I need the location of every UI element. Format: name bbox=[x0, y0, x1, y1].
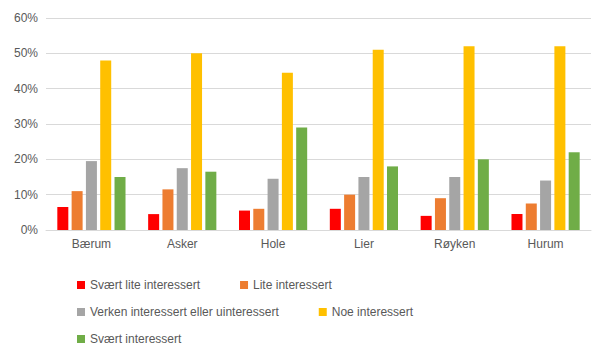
svg-text:Asker: Asker bbox=[167, 237, 198, 251]
svg-text:Svært lite interessert: Svært lite interessert bbox=[90, 278, 201, 292]
svg-text:Bærum: Bærum bbox=[72, 237, 111, 251]
svg-text:Noe interessert: Noe interessert bbox=[332, 305, 414, 319]
svg-text:Svært interessert: Svært interessert bbox=[90, 332, 182, 346]
svg-text:40%: 40% bbox=[14, 82, 38, 96]
svg-text:0%: 0% bbox=[21, 223, 39, 237]
svg-text:Lier: Lier bbox=[354, 237, 374, 251]
svg-text:10%: 10% bbox=[14, 188, 38, 202]
svg-text:30%: 30% bbox=[14, 117, 38, 131]
svg-text:Hole: Hole bbox=[261, 237, 286, 251]
svg-text:Røyken: Røyken bbox=[434, 237, 475, 251]
svg-text:Hurum: Hurum bbox=[528, 237, 564, 251]
svg-text:Lite interessert: Lite interessert bbox=[253, 278, 332, 292]
svg-text:Verken interessert eller uinte: Verken interessert eller uinteressert bbox=[90, 305, 279, 319]
svg-text:60%: 60% bbox=[14, 11, 38, 25]
svg-text:50%: 50% bbox=[14, 46, 38, 60]
svg-text:20%: 20% bbox=[14, 152, 38, 166]
